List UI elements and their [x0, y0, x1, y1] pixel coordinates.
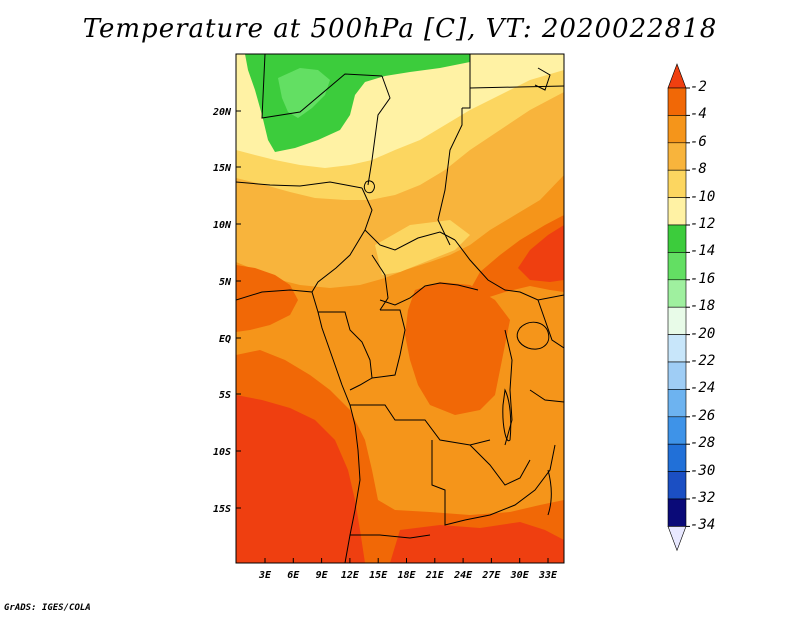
lat-tick-label: 5S — [219, 390, 231, 401]
border-drc-zambia — [469, 444, 531, 486]
border-gabon-congo — [318, 311, 373, 391]
lon-tick-label: 6E — [287, 570, 300, 581]
legend-label: -18 — [690, 298, 716, 315]
lon-tick-label: 9E — [316, 570, 329, 581]
lake-victoria — [516, 321, 550, 350]
temperature-field — [236, 54, 564, 563]
coastline-red-sea — [534, 67, 551, 91]
border-egypt-sudan — [469, 85, 564, 89]
legend-arrow-bottom — [667, 526, 687, 552]
legend-swatch — [667, 115, 687, 144]
lon-tick-label: 15E — [369, 570, 388, 581]
legend-label: -8 — [690, 161, 707, 178]
credit-text: GrADS: IGES/COLA — [4, 603, 91, 613]
axis-ticks: 20N 15N 10N 5N EQ 5S 10S 15S 3E 6E 9E 12E 15E 18E 21E 2… — [212, 107, 558, 581]
lon-tick-label: 33E — [538, 570, 558, 581]
lake-malawi — [547, 469, 552, 516]
field-band-minus2-east — [518, 225, 564, 282]
border-niger-chad — [367, 75, 391, 186]
lon-tick-label: 21E — [425, 570, 445, 581]
field-band-minus16 — [278, 68, 330, 118]
border-chad-car — [364, 229, 456, 251]
legend-label: -26 — [690, 407, 716, 424]
field-band-minus4-west-lobe — [236, 265, 298, 332]
legend-swatch — [667, 389, 687, 418]
legend-swatch — [667, 224, 687, 253]
legend-label: -34 — [690, 517, 716, 534]
lake-chad — [363, 180, 375, 194]
border-east-africa-2 — [529, 389, 564, 403]
legend-swatch — [667, 361, 687, 390]
border-zambia-south — [464, 444, 556, 521]
legend-swatch — [667, 142, 687, 171]
legend-label: -10 — [690, 188, 716, 205]
lon-tick-label: 27E — [481, 570, 501, 581]
legend-swatch — [667, 87, 687, 116]
lon-tick-label: 18E — [397, 570, 416, 581]
legend-label: -4 — [690, 106, 707, 123]
legend-arrow-top — [667, 63, 687, 89]
lon-tick-label: 12E — [341, 570, 360, 581]
lat-tick-label: 15S — [213, 504, 231, 515]
chart-title: Temperature at 500hPa [C], VT: 202002281… — [82, 14, 718, 44]
lake-tanganyika — [502, 388, 512, 442]
lon-tick-label: 30E — [510, 570, 530, 581]
lat-tick-label: 20N — [212, 107, 232, 118]
legend-swatch — [667, 416, 687, 445]
lat-tick-label: 10N — [213, 220, 232, 231]
border-east-africa-1 — [537, 299, 564, 349]
border-drc-east — [504, 329, 513, 446]
country-borders — [236, 54, 564, 563]
field-band-minus2-southwest — [236, 395, 365, 563]
legend-swatch — [667, 279, 687, 308]
lat-tick-label: 5N — [219, 277, 232, 288]
border-congo-drc — [371, 309, 406, 379]
border-cameroon-car — [371, 254, 389, 311]
legend-label: -22 — [690, 353, 716, 369]
lat-tick-label: EQ — [219, 334, 231, 345]
legend-label: -16 — [690, 270, 716, 287]
border-algeria-libya — [261, 54, 383, 119]
lat-tick-label: 10S — [213, 447, 231, 458]
legend-label: -20 — [690, 325, 716, 342]
legend-swatch — [667, 306, 687, 335]
legend-label: -6 — [690, 133, 707, 150]
legend-swatch — [667, 197, 687, 226]
border-nigeria-cameroon — [311, 187, 373, 293]
legend-colorbar — [667, 63, 690, 552]
field-band-minus2-south — [390, 522, 564, 563]
legend-label: -30 — [690, 462, 716, 479]
border-car-drc — [379, 282, 479, 306]
coastline-gulf-guinea — [236, 289, 361, 563]
lon-tick-label: 3E — [258, 570, 272, 581]
legend-swatch — [667, 443, 687, 472]
legend-label: -2 — [690, 79, 707, 95]
field-band-minus4-central — [405, 282, 510, 415]
legend-swatch — [667, 498, 687, 527]
border-angola-zambia — [431, 440, 466, 526]
legend-label: -28 — [690, 435, 716, 452]
map-frame — [235, 53, 565, 564]
lat-tick-label: 15N — [213, 163, 232, 174]
border-chad-sudan — [437, 108, 463, 246]
lon-tick-label: 24E — [453, 570, 473, 581]
legend-swatch — [667, 334, 687, 363]
legend-label: -32 — [690, 490, 716, 506]
legend-swatch — [667, 169, 687, 198]
field-band-minus10-central — [375, 220, 470, 275]
legend-swatch — [667, 471, 687, 500]
legend-label: -24 — [690, 380, 716, 397]
legend-label: -14 — [690, 243, 716, 260]
legend-swatch — [667, 252, 687, 281]
border-angola-namibia — [350, 534, 431, 539]
border-niger-nigeria — [236, 181, 363, 189]
legend-label: -12 — [690, 216, 716, 232]
